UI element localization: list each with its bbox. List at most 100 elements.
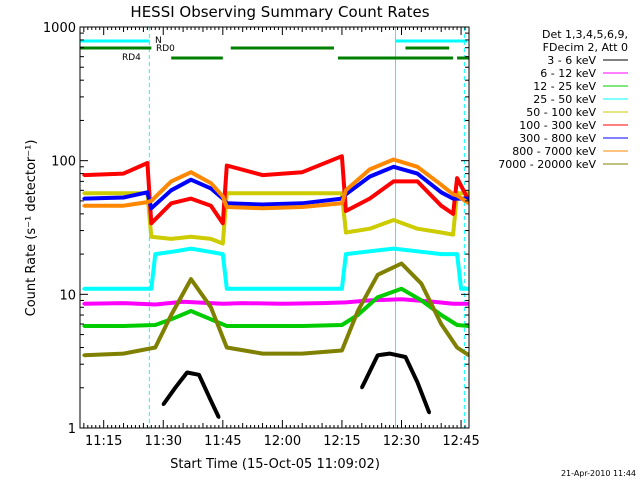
series-3-point-12 <box>344 252 348 256</box>
series-4-point-6 <box>209 237 213 241</box>
series-2-point-2 <box>153 323 157 327</box>
series-0-point-2 <box>173 386 177 390</box>
series-5 <box>82 154 469 226</box>
legend-label-2: 12 - 25 keV <box>533 80 596 93</box>
legend: Det 1,3,4,5,6,9,FDecim 2, Att 03 - 6 keV… <box>498 28 628 171</box>
series-6-point-1 <box>122 196 126 200</box>
series-2-point-14 <box>439 313 443 317</box>
x-tick-label-1: 11:30 <box>145 434 182 449</box>
legend-label-1: 6 - 12 keV <box>540 67 596 80</box>
series-1-point-8 <box>344 300 348 304</box>
series-7-point-18 <box>455 193 459 197</box>
series-4-point-9 <box>261 191 265 195</box>
series-5-point-4 <box>169 201 173 205</box>
series-line-3 <box>83 246 469 291</box>
series-5-point-10 <box>300 170 304 174</box>
series-7-point-7 <box>221 194 225 198</box>
series-0-point-1 <box>161 402 165 406</box>
series-6-point-13 <box>368 175 372 179</box>
series-0-point-12 <box>403 355 407 359</box>
series-2-point-13 <box>419 298 423 302</box>
series-3-point-18 <box>459 287 463 291</box>
series-1-point-7 <box>320 301 324 305</box>
series-5-point-14 <box>392 179 396 183</box>
flag-label-n: N <box>155 36 162 46</box>
y-tick-label-0: 1 <box>68 422 76 437</box>
series-line-6 <box>83 164 469 211</box>
series-4-point-4 <box>169 237 173 241</box>
series-8-point-14 <box>439 322 443 326</box>
series-1-point-10 <box>399 297 403 301</box>
series-5-point-7 <box>221 221 225 225</box>
series-8 <box>82 261 469 358</box>
series-7-point-1 <box>122 204 126 208</box>
series-3-point-10 <box>300 287 304 291</box>
series-5-point-6 <box>209 204 213 208</box>
y-tick-label-3: 1000 <box>43 21 76 36</box>
series-3-point-9 <box>261 287 265 291</box>
series-line-5 <box>83 154 469 226</box>
series-6-point-17 <box>451 197 455 201</box>
series-6-point-5 <box>189 178 193 182</box>
series-3-point-14 <box>392 247 396 251</box>
legend-label-8: 7000 - 20000 keV <box>498 158 596 171</box>
series-5-point-0 <box>82 173 86 177</box>
series-4-point-5 <box>189 235 193 239</box>
legend-header-0: Det 1,3,4,5,6,9, <box>542 28 628 41</box>
series-line-1 <box>83 297 469 307</box>
series-7-point-4 <box>169 179 173 183</box>
series-2-point-1 <box>122 324 126 328</box>
series-6-point-6 <box>209 186 213 190</box>
series-6-point-0 <box>82 197 86 201</box>
series-line-4 <box>83 191 469 246</box>
series-0 <box>161 351 432 419</box>
series-4-point-14 <box>392 218 396 222</box>
series-1-point-5 <box>241 301 245 305</box>
series-6-point-15 <box>415 172 419 176</box>
series-7-point-14 <box>392 158 396 162</box>
legend-label-4: 50 - 100 keV <box>526 106 596 119</box>
series-8-point-10 <box>356 309 360 313</box>
series-3-point-4 <box>173 249 177 253</box>
series-5-point-9 <box>261 173 265 177</box>
series-6-point-3 <box>149 206 153 210</box>
series-5-point-18 <box>455 176 459 180</box>
series-7-point-15 <box>415 165 419 169</box>
series-7-point-0 <box>82 204 86 208</box>
series-group <box>82 154 469 419</box>
series-8-point-3 <box>169 313 173 317</box>
series-line-0 <box>161 351 432 419</box>
series-0-point-11 <box>388 352 392 356</box>
series-1-point-3 <box>181 300 185 304</box>
series-2-point-8 <box>300 324 304 328</box>
series-3-point-16 <box>439 252 443 256</box>
series-4-point-7 <box>221 242 225 246</box>
series-6-point-10 <box>300 201 304 205</box>
series-3-point-1 <box>122 287 126 291</box>
x-tick-label-2: 11:45 <box>204 434 241 449</box>
series-7-point-10 <box>300 205 304 209</box>
series-3 <box>82 246 469 291</box>
y-axis-label: Count Rate (s⁻¹ detector⁻¹) <box>24 140 39 317</box>
series-5-point-5 <box>189 197 193 201</box>
series-4-point-13 <box>368 227 372 231</box>
series-8-point-5 <box>209 305 213 309</box>
series-7-point-5 <box>189 170 193 174</box>
series-5-point-15 <box>415 179 419 183</box>
x-axis-label: Start Time (15-Oct-05 11:09:02) <box>170 457 380 472</box>
series-0-point-6 <box>217 415 221 419</box>
legend-label-0: 3 - 6 keV <box>547 54 596 67</box>
series-5-point-8 <box>225 164 229 168</box>
series-3-point-17 <box>455 252 459 256</box>
series-1-point-0 <box>82 302 86 306</box>
series-2 <box>82 286 469 328</box>
x-tick-label-6: 12:45 <box>442 434 479 449</box>
series-8-point-0 <box>82 353 86 357</box>
timestamp: 21-Apr-2010 11:44 <box>561 469 636 478</box>
legend-label-5: 100 - 300 keV <box>519 119 596 132</box>
x-tick-label-5: 12:30 <box>383 434 420 449</box>
series-4-point-16 <box>439 231 443 235</box>
series-0-point-4 <box>197 373 201 377</box>
series-4-point-12 <box>344 231 348 235</box>
